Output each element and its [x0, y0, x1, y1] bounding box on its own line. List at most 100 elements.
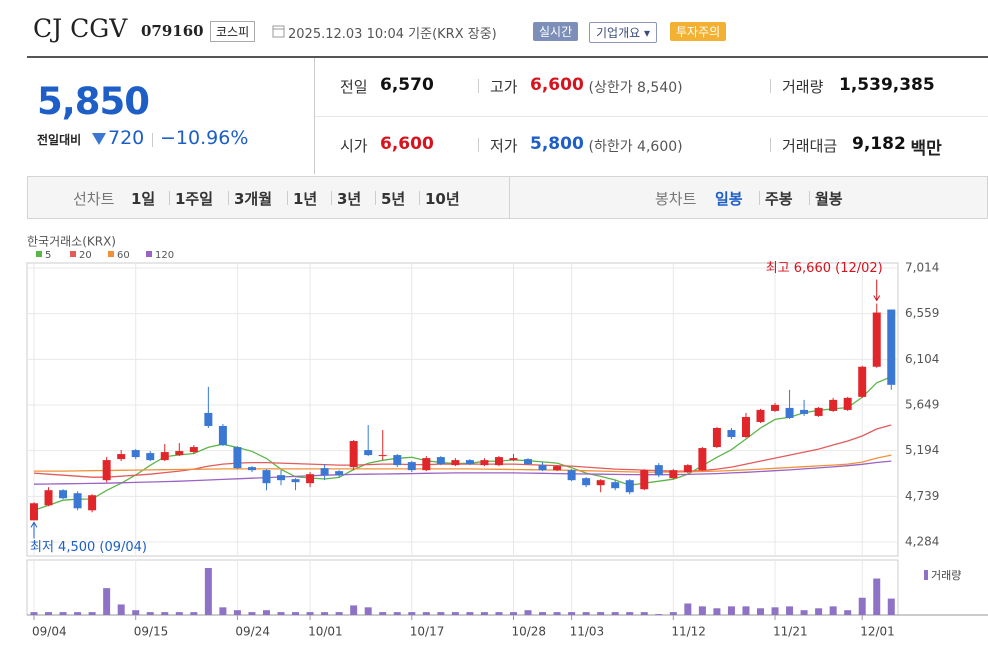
current-price: 5,850 [37, 80, 150, 123]
source-label: 한국거래소(KRX) [27, 235, 116, 249]
volume-bar [655, 614, 663, 615]
separator [809, 191, 810, 205]
quote-unit: 백만 [910, 139, 942, 159]
volume-bar [640, 612, 648, 615]
stock-chart: 한국거래소(KRX) 4,284 4,739 5,194 5,649 6,104 6,559… [26, 235, 988, 639]
volume-bar [393, 612, 401, 615]
period-tab[interactable]: 1주일 [175, 190, 214, 208]
separator [770, 79, 771, 93]
candle-body [509, 458, 518, 461]
volume-bar [495, 612, 503, 615]
volume-bar [306, 612, 314, 615]
volume-bar [175, 612, 183, 615]
volume-bar [597, 612, 605, 615]
period-tab[interactable]: 1일 [131, 190, 156, 208]
period-tab[interactable]: 10년 [425, 190, 460, 208]
candle-body [73, 493, 82, 509]
candle-body [553, 466, 562, 471]
volume-bar [219, 607, 227, 615]
volume-bar [88, 612, 96, 615]
volume-bar [524, 610, 532, 615]
volume-bar [132, 610, 140, 615]
legend-label: 60 [117, 250, 130, 261]
volume-bar [117, 604, 125, 615]
candle-body [625, 480, 634, 493]
candle-body [451, 460, 460, 466]
candle-body [160, 452, 169, 461]
volume-bar [771, 607, 779, 615]
candle-body [887, 309, 896, 385]
candle-body [30, 503, 38, 521]
volume-bar [713, 608, 721, 615]
period-tab[interactable]: 1년 [293, 190, 318, 208]
x-tick-label: 10/17 [410, 625, 445, 639]
candle-body [829, 399, 838, 411]
button-text: 기업개요 [596, 26, 641, 40]
period-tab[interactable]: 5년 [381, 190, 406, 208]
legend-swatch [70, 251, 76, 257]
candle-body [407, 462, 416, 471]
volume-bar [698, 606, 706, 615]
separator [478, 138, 479, 152]
company-overview-button[interactable]: 기업개요 ▾ [589, 22, 658, 43]
tab-label: 선차트 [73, 190, 115, 208]
down-arrow [92, 133, 106, 145]
candle-body [204, 412, 213, 426]
period-tab[interactable]: 월봉 [815, 190, 843, 208]
candle-body [654, 465, 663, 476]
max-arrow [873, 279, 881, 302]
separator [509, 177, 510, 218]
volume-bar [611, 612, 619, 615]
candle-body [596, 480, 605, 486]
quote-value: 6,600 [530, 75, 584, 95]
quote-value: 6,570 [380, 75, 434, 95]
period-tab[interactable]: 일봉 [715, 190, 743, 208]
legend-label: 5 [45, 250, 51, 261]
warning-badge[interactable]: 투자주의 [670, 22, 727, 41]
y-tick-label: 4,739 [905, 489, 939, 503]
candle-body [335, 471, 344, 476]
volume-bar [684, 603, 692, 615]
volume-bar [277, 612, 285, 615]
period-tab[interactable]: 3년 [337, 190, 362, 208]
legend-swatch [108, 251, 114, 257]
volume-legend-swatch [924, 570, 928, 580]
candle-body [611, 482, 620, 489]
calendar-icon [272, 25, 285, 38]
candle-body [872, 312, 881, 367]
separator [375, 191, 376, 205]
legend-swatch [36, 251, 42, 257]
volume-bar [408, 612, 416, 615]
candle-body [291, 479, 300, 483]
quote-value: 1,539,385 [839, 75, 935, 95]
candle-body [582, 478, 591, 486]
legend-label: 20 [79, 250, 92, 261]
volume-bar [742, 606, 750, 615]
candle-body [364, 450, 373, 456]
realtime-button[interactable]: 실시간 [533, 22, 579, 41]
volume-bar [727, 606, 735, 615]
volume-bar [437, 612, 445, 615]
quote-value: 5,800 [530, 134, 584, 154]
quote-value: 9,182 [852, 134, 906, 154]
volume-bar [74, 612, 82, 615]
candle-body [175, 451, 184, 456]
period-tab[interactable]: 주봉 [765, 190, 793, 208]
volume-bar [364, 607, 372, 615]
market-badge: 코스피 [210, 21, 256, 42]
candle-body [465, 460, 474, 465]
volume-bar [466, 612, 474, 615]
legend-swatch [146, 251, 152, 257]
y-tick-label: 4,284 [905, 535, 939, 549]
moving-average-line [33, 376, 892, 511]
candle-body [262, 470, 271, 484]
candle-body [756, 409, 765, 422]
x-tick-label: 10/28 [511, 625, 546, 639]
quote-value: 6,600 [380, 134, 434, 154]
candle-body [567, 470, 576, 481]
period-tab[interactable]: 3개월 [234, 190, 273, 208]
volume-bar [103, 588, 111, 615]
row-divider [315, 116, 988, 117]
candle-body [349, 441, 358, 468]
candle-body [741, 416, 750, 438]
